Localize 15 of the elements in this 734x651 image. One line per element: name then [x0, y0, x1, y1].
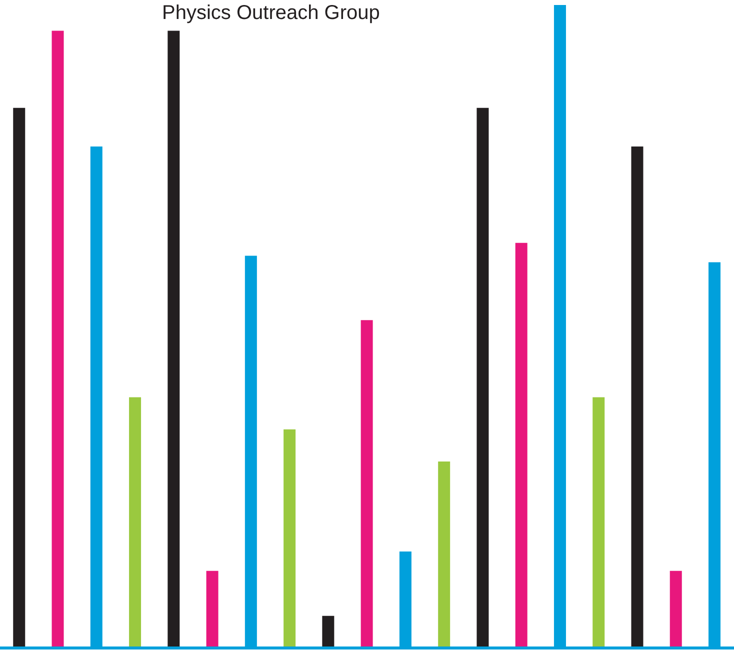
bar: [284, 429, 296, 648]
bar: [515, 242, 528, 648]
chart-title: Physics Outreach Group: [162, 2, 380, 25]
bar: [168, 30, 180, 648]
bar: [129, 397, 142, 648]
bar: [322, 616, 334, 648]
bar: [52, 30, 64, 648]
bar: [670, 570, 682, 648]
bar: [360, 320, 373, 648]
bar: [438, 462, 450, 648]
bar: [631, 146, 644, 648]
bar: [206, 570, 218, 648]
bar: [13, 108, 26, 648]
bar: [476, 108, 489, 648]
bar: [592, 397, 605, 648]
